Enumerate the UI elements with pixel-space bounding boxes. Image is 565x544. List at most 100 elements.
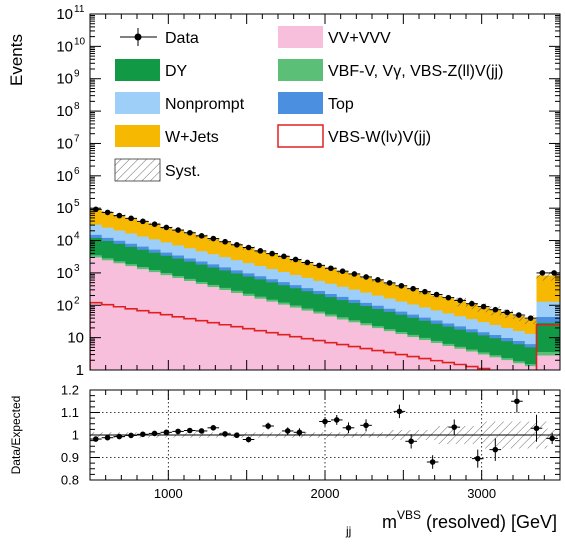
- y-tick-label: 10: [56, 265, 73, 282]
- ratio-point: [151, 430, 158, 437]
- data-point: [175, 227, 181, 233]
- syst-hatch-bin: [548, 271, 560, 281]
- ratio-y-tick-label: 1.1: [61, 405, 79, 420]
- data-point: [386, 280, 393, 286]
- ratio-plot: 0.8 0.9 1 1.1 1.2 1000 2000 3000 Data/Expected…: [9, 383, 561, 538]
- x-tick-label: 1000: [154, 486, 183, 501]
- data-point: [433, 291, 440, 298]
- ratio-point: [549, 435, 555, 442]
- legend-swatch: [278, 59, 323, 81]
- ratio-point: [163, 429, 170, 436]
- legend-label: Syst.: [165, 163, 201, 180]
- y-tick-exponent: 7: [74, 133, 80, 144]
- data-point: [116, 212, 123, 219]
- ratio-point: [363, 422, 369, 429]
- legend-label: Nonprompt: [165, 96, 245, 113]
- legend-label: W+Jets: [165, 129, 219, 146]
- y-tick-exponent: 8: [74, 101, 80, 112]
- y-tick-exponent: 3: [74, 263, 80, 274]
- x-axis-label-subscript: jj: [345, 524, 351, 538]
- legend-swatch-line: [277, 124, 324, 148]
- data-point: [457, 297, 463, 304]
- ratio-point: [474, 455, 481, 462]
- data-point: [304, 259, 311, 266]
- ratio-point: [296, 429, 303, 436]
- y-tick-label: 10: [56, 200, 73, 217]
- legend-swatch: [115, 125, 160, 147]
- legend-swatch: [278, 26, 323, 48]
- x-axis-ticks-top: [89, 14, 561, 370]
- data-point: [281, 253, 287, 260]
- data-points: [90, 206, 560, 321]
- data-point: [269, 250, 275, 257]
- y-tick-label: 10: [56, 103, 73, 120]
- y-tick-label: 10: [56, 168, 73, 185]
- x-axis-label: mVBS (resolved) [GeV]: [382, 508, 557, 532]
- data-point: [363, 274, 369, 280]
- y-tick-label: 1: [76, 362, 84, 379]
- legend-label: Data: [165, 30, 199, 47]
- ratio-point: [104, 434, 111, 441]
- data-point: [163, 224, 170, 231]
- data-point: [516, 312, 522, 318]
- ratio-point: [245, 436, 252, 443]
- ratio-point: [186, 427, 193, 434]
- y-tick-exponent: 9: [74, 69, 80, 80]
- y-tick-label: 10: [56, 135, 73, 152]
- data-point: [375, 277, 381, 283]
- data-point: [504, 309, 510, 316]
- y-tick-exponent: 4: [74, 231, 80, 242]
- data-point: [245, 244, 252, 251]
- data-point: [445, 294, 452, 301]
- y-tick-exponent: 6: [74, 166, 80, 177]
- y-tick-label: 10: [67, 330, 84, 347]
- data-point: [316, 262, 322, 269]
- y-tick-label: 10: [56, 38, 73, 55]
- y-tick-label: 10: [56, 6, 73, 23]
- data-point: [410, 285, 416, 292]
- data-point: [539, 270, 546, 276]
- ratio-point: [451, 424, 458, 430]
- data-point: [292, 256, 299, 263]
- data-point: [480, 303, 487, 310]
- stack-vv-vvv: [90, 257, 560, 370]
- y-tick-label: 10: [56, 297, 73, 314]
- data-point: [469, 300, 475, 307]
- data-point: [492, 306, 499, 313]
- legend-data-marker: [134, 33, 142, 41]
- data-point: [128, 215, 134, 222]
- legend-swatch: [278, 92, 323, 114]
- x-tick-label: 2000: [311, 486, 340, 501]
- data-point: [398, 282, 405, 289]
- ratio-points: [90, 390, 558, 469]
- ratio-y-tick-label: 0.9: [61, 450, 79, 465]
- legend-label: Top: [328, 96, 354, 113]
- x-axis-ticks: 1000 2000 3000: [89, 390, 561, 501]
- legend-swatch: [115, 92, 160, 114]
- data-point: [151, 221, 158, 227]
- data-point: [339, 268, 346, 274]
- ratio-point: [265, 423, 271, 429]
- legend-swatch-hatch: [114, 158, 161, 182]
- data-point: [222, 238, 228, 245]
- x-tick-label: 3000: [467, 486, 496, 501]
- ratio-point: [198, 428, 205, 434]
- y-tick-label: 10: [56, 233, 73, 250]
- ratio-point: [533, 425, 540, 432]
- y-tick-exponent: 5: [74, 198, 80, 209]
- y-tick-exponent: 2: [74, 295, 80, 306]
- ratio-point: [345, 425, 352, 431]
- ratio-point: [233, 432, 240, 439]
- ratio-point: [322, 418, 328, 425]
- ratio-point: [408, 438, 414, 445]
- ratio-point: [175, 428, 181, 435]
- stacked-histogram: [90, 207, 560, 370]
- y-tick-exponent: 11: [74, 4, 85, 15]
- ratio-point: [139, 431, 146, 438]
- data-point: [210, 235, 217, 242]
- data-point: [198, 233, 205, 239]
